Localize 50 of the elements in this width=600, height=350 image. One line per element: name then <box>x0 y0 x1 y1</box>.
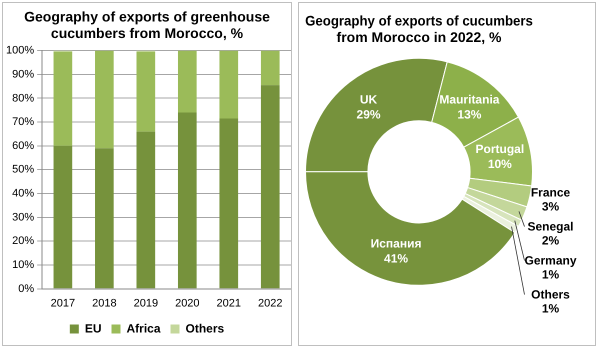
chart-title: Geography of exports of cucumbers from Morocco in 2022, % <box>305 12 534 46</box>
data-label: 1% <box>542 302 560 316</box>
bar <box>219 118 238 288</box>
x-tick-label: 2020 <box>175 297 200 310</box>
slice-label: Mauritania <box>439 92 500 106</box>
y-tick-label: 30% <box>12 211 34 224</box>
y-tick-label: 70% <box>12 116 34 128</box>
slice-label: France <box>530 186 570 200</box>
data-label: 13% <box>457 107 482 122</box>
slice-label: Others <box>531 288 570 302</box>
x-tick-label: 2022 <box>258 297 283 310</box>
data-label: 29% <box>356 107 381 122</box>
data-label: 2% <box>542 234 560 248</box>
slice-label: Senegal <box>527 220 574 234</box>
x-tick-label: 2018 <box>92 297 117 310</box>
y-tick-label: 50% <box>12 164 34 176</box>
data-label: 1% <box>542 268 560 282</box>
x-tick-label: 2019 <box>134 297 158 310</box>
slice-label: Испания <box>370 236 422 250</box>
y-tick-label: 100% <box>6 44 34 57</box>
y-tick-label: 40% <box>12 188 34 200</box>
slice-label: Germany <box>524 254 577 268</box>
bar <box>54 52 72 146</box>
slice-label: UK <box>360 92 378 106</box>
x-tick-label: 2017 <box>50 297 76 310</box>
data-label: 10% <box>488 156 512 171</box>
bar <box>95 148 114 288</box>
y-tick-label: 80% <box>12 92 34 104</box>
data-label: 41% <box>384 251 408 266</box>
legend-label: EU <box>84 321 102 336</box>
slice-label: Portugal <box>475 142 524 156</box>
x-tick-label: 2021 <box>216 297 242 310</box>
y-tick-label: 10% <box>12 259 34 272</box>
y-tick-label: 90% <box>12 68 34 80</box>
y-tick-label: 20% <box>12 235 34 248</box>
bar <box>54 146 72 288</box>
bar <box>178 112 197 288</box>
bar <box>95 50 114 148</box>
bar <box>136 132 156 288</box>
chart-title: Geography of exports of greenhouse cucumbers from Morocco, % <box>24 8 270 42</box>
y-tick-label: 60% <box>12 140 34 152</box>
bar <box>260 85 280 288</box>
bar <box>219 50 238 118</box>
bar <box>260 50 280 86</box>
y-tick-label: 0% <box>18 282 34 295</box>
bar <box>178 50 197 113</box>
legend-label: Others <box>186 321 225 336</box>
data-label: 3% <box>542 200 560 214</box>
legend-label: Africa <box>126 321 161 336</box>
bar <box>136 52 156 132</box>
